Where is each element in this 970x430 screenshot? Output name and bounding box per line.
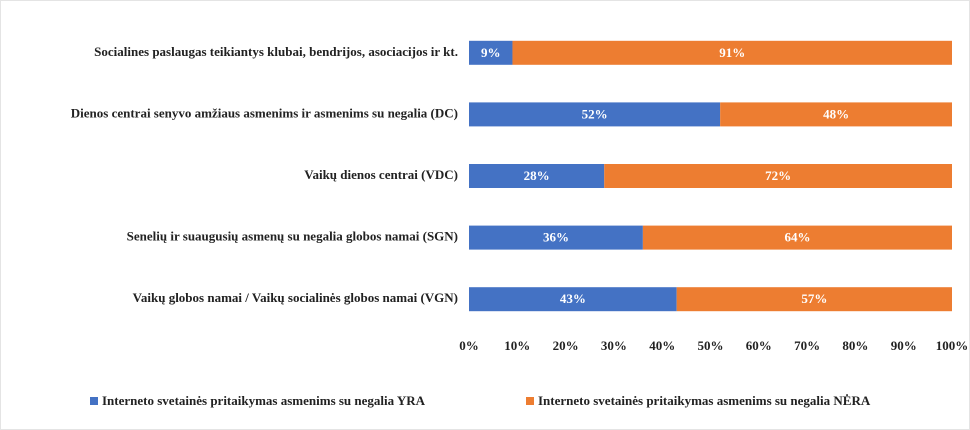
x-tick-label: 70% xyxy=(794,338,820,353)
bar-segment xyxy=(469,287,677,312)
legend-label: Interneto svetainės pritaikymas asmenims… xyxy=(538,393,871,408)
data-label: 91% xyxy=(719,45,745,60)
data-label: 9% xyxy=(481,45,501,60)
data-label: 43% xyxy=(560,291,586,306)
data-label: 28% xyxy=(524,168,550,183)
data-label: 52% xyxy=(582,106,608,121)
x-tick-label: 50% xyxy=(698,338,724,353)
data-label: 57% xyxy=(801,291,827,306)
bar-segment xyxy=(676,287,952,312)
bar-segment xyxy=(469,225,643,250)
bar-segment xyxy=(469,164,605,188)
x-tick-label: 20% xyxy=(553,338,579,353)
bar-segment xyxy=(642,225,952,250)
data-label: 48% xyxy=(823,106,849,121)
legend-swatch xyxy=(90,397,98,405)
legend-label: Interneto svetainės pritaikymas asmenims… xyxy=(102,393,426,408)
x-tick-label: 0% xyxy=(459,338,479,353)
x-tick-label: 40% xyxy=(649,338,675,353)
data-label: 36% xyxy=(543,230,569,245)
bar-segment xyxy=(720,102,952,127)
x-tick-label: 100% xyxy=(936,338,969,353)
x-tick-label: 80% xyxy=(842,338,868,353)
y-tick-label: Vaikų globos namai / Vaikų socialinės gl… xyxy=(133,290,458,305)
data-label: 64% xyxy=(784,230,810,245)
data-label: 72% xyxy=(765,168,791,183)
y-tick-label: Vaikų dienos centrai (VDC) xyxy=(304,167,458,182)
bar-segment xyxy=(469,40,513,65)
y-tick-label: Senelių ir suaugusių asmenų su negalia g… xyxy=(127,229,458,244)
x-tick-label: 90% xyxy=(891,338,917,353)
bar-segment xyxy=(469,102,721,127)
y-tick-label: Socialines paslaugas teikiantys klubai, … xyxy=(94,44,458,59)
x-tick-label: 30% xyxy=(601,338,627,353)
x-tick-label: 60% xyxy=(746,338,772,353)
bar-segment xyxy=(604,164,952,188)
y-tick-label: Dienos centrai senyvo amžiaus asmenims i… xyxy=(71,105,458,120)
x-tick-label: 10% xyxy=(504,338,530,353)
legend-swatch xyxy=(526,397,534,405)
bar-segment xyxy=(512,40,952,65)
